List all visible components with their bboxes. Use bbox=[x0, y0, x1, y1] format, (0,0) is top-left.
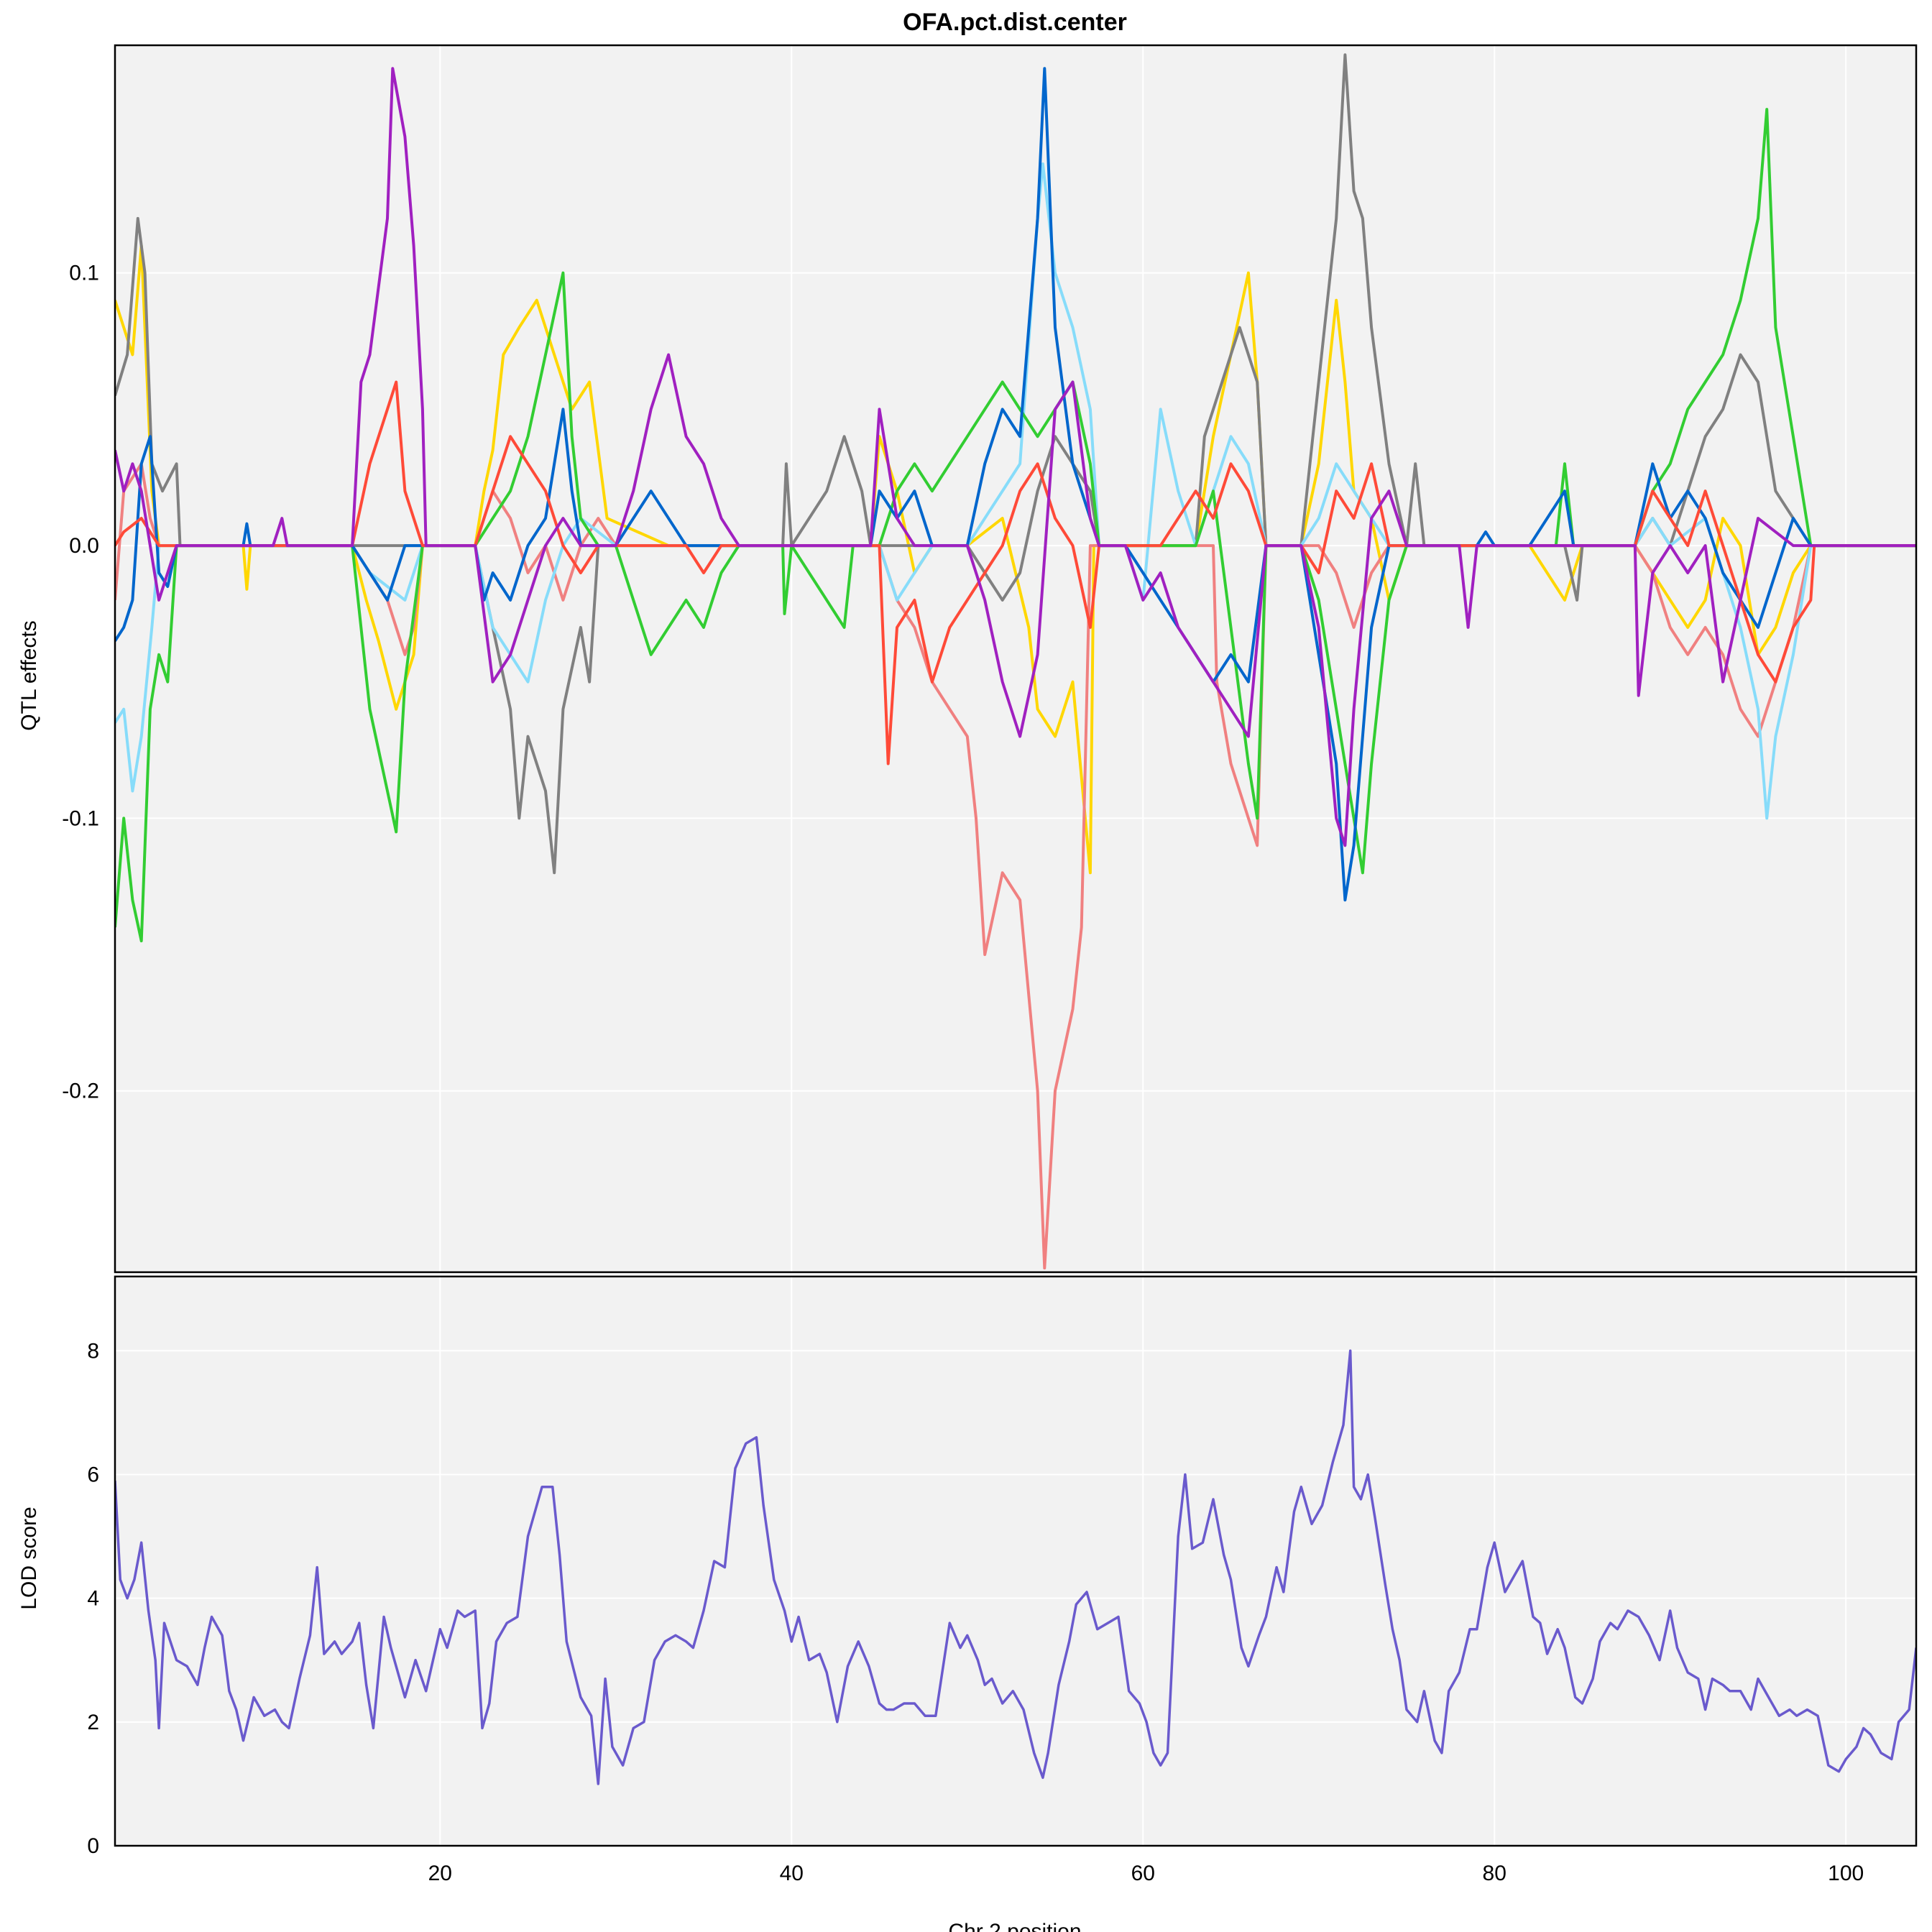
series-line-8 bbox=[115, 67, 1916, 847]
y-tick-label: 4 bbox=[87, 1587, 99, 1611]
x-tick-label: 100 bbox=[1828, 1862, 1864, 1885]
y-tick-label: -0.1 bbox=[62, 806, 99, 830]
x-tick-label: 60 bbox=[1131, 1862, 1155, 1885]
y-tick-label: 0.0 bbox=[69, 534, 99, 558]
series-line-4 bbox=[115, 162, 1916, 820]
series-line-5 bbox=[115, 108, 1916, 943]
y-tick-label: 6 bbox=[87, 1463, 99, 1486]
y-tick-label: 0.1 bbox=[69, 262, 99, 285]
x-tick-label: 40 bbox=[780, 1862, 804, 1885]
lod-panel: 0 2 4 6 8 20 40 60 80 100 bbox=[87, 1275, 1918, 1885]
series-line-6 bbox=[115, 67, 1916, 902]
plot-frame bbox=[114, 1275, 1918, 1847]
lod-y-axis-label: LOD score bbox=[17, 1506, 41, 1609]
y-tick-label: 2 bbox=[87, 1711, 99, 1734]
chart-title: OFA.pct.dist.center bbox=[903, 9, 1127, 36]
effects-y-axis-label: QTL effects bbox=[17, 620, 41, 730]
y-tick-label: 0 bbox=[87, 1834, 99, 1858]
plot-background bbox=[115, 1276, 1916, 1846]
x-tick-label: 80 bbox=[1483, 1862, 1506, 1885]
x-tick-label: 20 bbox=[428, 1862, 452, 1885]
series-line-7 bbox=[115, 380, 1916, 765]
x-axis-label: Chr 2 position bbox=[948, 1920, 1081, 1932]
y-tick-label: -0.2 bbox=[62, 1080, 99, 1103]
series-line-1 bbox=[115, 1349, 1916, 1785]
plot-frame bbox=[114, 44, 1918, 1274]
y-tick-label: 8 bbox=[87, 1339, 99, 1363]
effects-panel: -0.2 -0.1 0.0 0.1 bbox=[62, 44, 1918, 1274]
